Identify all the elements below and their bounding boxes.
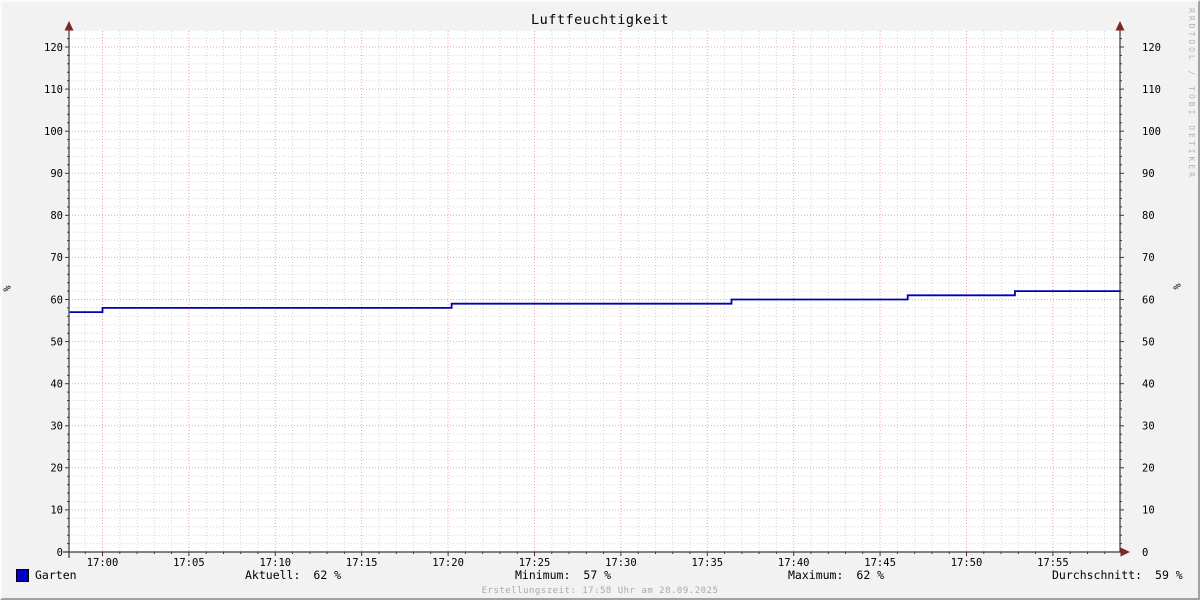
x-axis-label: 17:30 [605, 557, 637, 569]
stat-durchschnitt: Durchschnitt: 59 % [1052, 568, 1183, 582]
y-axis-label-right: 100 [1142, 126, 1161, 138]
stat-label: Minimum: [515, 568, 571, 582]
stat-value: 59 % [1155, 568, 1183, 582]
y-axis-label-right: 0 [1142, 547, 1148, 559]
y-axis-label-right: 110 [1142, 84, 1161, 96]
stat-value: 62 % [856, 568, 885, 582]
x-axis-label: 17:10 [259, 557, 291, 569]
x-axis-label: 17:55 [1037, 557, 1069, 569]
y-axis-label-left: 120 [44, 42, 63, 54]
stat-maximum: Maximum: 62 % [788, 568, 884, 582]
y-axis-label-right: 50 [1142, 336, 1155, 348]
stat-label: Durchschnitt: [1052, 568, 1143, 582]
y-axis-label-left: 70 [50, 252, 63, 264]
y-axis-unit-label-right: % [1170, 283, 1182, 290]
y-axis-label-left: 20 [50, 463, 63, 475]
x-axis-label: 17:40 [778, 557, 810, 569]
axis-arrow-right [1120, 547, 1130, 557]
rrdtool-watermark: RRDTOOL / TOBI OETIKER [1187, 8, 1196, 180]
series-line [69, 290, 1121, 314]
x-axis-label: 17:45 [864, 557, 896, 569]
x-axis-label: 17:50 [951, 557, 983, 569]
x-axis-label: 17:20 [432, 557, 464, 569]
legend-series-label: Garten [35, 568, 77, 582]
stat-label: Aktuell: [245, 568, 301, 582]
y-axis-label-right: 40 [1142, 379, 1155, 391]
y-axis-label-left: 90 [50, 168, 63, 180]
y-axis-label-right: 90 [1142, 168, 1155, 180]
legend-row: Garten Aktuell: 62 % Minimum: 57 % Maximum… [2, 568, 1198, 584]
y-axis-label-left: 80 [50, 210, 63, 222]
y-axis-label-right: 20 [1142, 463, 1155, 475]
y-axis-label-right: 70 [1142, 252, 1155, 264]
y-axis-label-left: 50 [50, 336, 63, 348]
y-axis-label-right: 10 [1142, 505, 1155, 517]
stat-value: 62 % [313, 568, 342, 582]
axis-arrow-up-right [1115, 21, 1125, 31]
y-axis-label-left: 110 [44, 84, 63, 96]
axis-arrow-up-left [64, 21, 74, 31]
stat-minimum: Minimum: 57 % [515, 568, 611, 582]
x-axis-label: 17:00 [87, 557, 119, 569]
x-axis-label: 17:05 [173, 557, 205, 569]
y-axis-label-left: 100 [44, 126, 63, 138]
y-axis-label-right: 60 [1142, 294, 1155, 306]
y-axis-label-left: 0 [57, 547, 63, 559]
y-axis-label-left: 30 [50, 421, 63, 433]
y-axis-label-left: 60 [50, 294, 63, 306]
legend-color-swatch [16, 569, 29, 582]
chart-title: Luftfeuchtigkeit [530, 12, 670, 28]
stat-label: Maximum: [788, 568, 844, 582]
y-axis-unit-label-left: % [2, 285, 14, 292]
x-axis-label: 17:15 [346, 557, 378, 569]
stat-aktuell: Aktuell: 62 % [245, 568, 341, 582]
y-axis-label-left: 10 [50, 505, 63, 517]
y-axis-label-right: 80 [1142, 210, 1155, 222]
creation-timestamp: Erstellungszeit: 17:58 Uhr am 28.09.2025 [481, 586, 719, 596]
y-axis-label-right: 120 [1142, 42, 1161, 54]
y-axis-label-right: 30 [1142, 421, 1155, 433]
x-axis-label: 17:25 [519, 557, 551, 569]
x-axis-label: 17:35 [691, 557, 723, 569]
y-axis-label-left: 40 [50, 379, 63, 391]
stat-value: 57 % [583, 568, 612, 582]
